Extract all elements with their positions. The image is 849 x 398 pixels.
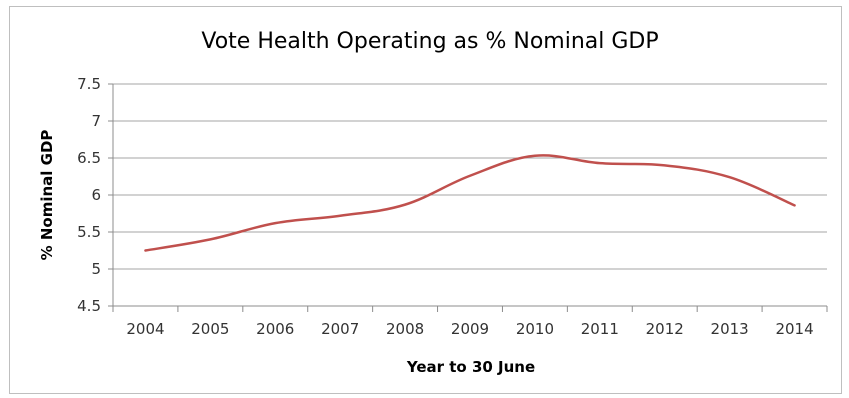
y-tick-label: 6.5 — [77, 149, 101, 167]
y-tick-label: 7 — [91, 112, 101, 130]
y-axis-label: % Nominal GDP — [38, 130, 56, 261]
series-line — [144, 154, 796, 252]
x-tick-label: 2005 — [191, 320, 229, 338]
chart-frame — [9, 6, 842, 394]
x-tick-label: 2009 — [451, 320, 489, 338]
y-tick-labels: 4.5 5 5.5 6 6.5 7 7.5 — [77, 75, 101, 315]
x-tick-label: 2004 — [126, 320, 164, 338]
series-lines — [144, 154, 796, 252]
y-tick-label: 5 — [91, 260, 101, 278]
x-tick-label: 2012 — [646, 320, 684, 338]
gridlines — [113, 83, 827, 270]
axes — [108, 83, 828, 312]
y-tick-label: 7.5 — [77, 75, 101, 93]
x-axis-label: Year to 30 June — [406, 358, 535, 376]
x-tick-label: 2013 — [711, 320, 749, 338]
x-tick-labels: 2004 2005 2006 2007 2008 2009 2010 2011 2012 2013… — [126, 320, 813, 338]
chart-title: Vote Health Operating as % Nominal GDP — [201, 29, 658, 54]
x-tick-label: 2011 — [581, 320, 619, 338]
x-tick-label: 2008 — [386, 320, 424, 338]
y-tick-label: 5.5 — [77, 223, 101, 241]
y-tick-label: 4.5 — [77, 297, 101, 315]
x-tick-label: 2006 — [256, 320, 294, 338]
x-tick-label: 2010 — [516, 320, 554, 338]
y-tick-label: 6 — [91, 186, 101, 204]
x-tick-label: 2007 — [321, 320, 359, 338]
x-tick-label: 2014 — [775, 320, 813, 338]
